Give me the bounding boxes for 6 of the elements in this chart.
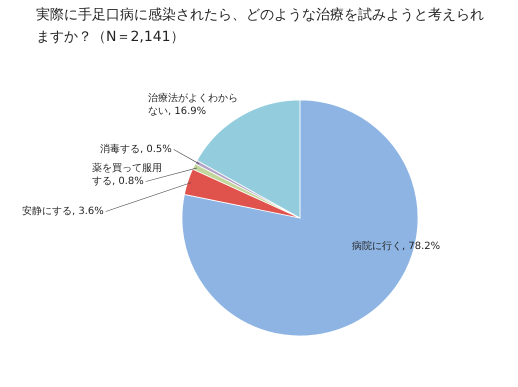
slice-label: 薬を買って服用する, 0.8% [92,163,162,187]
slice-label: 安静にする, 3.6% [22,206,104,217]
slice-label: 治療法がよくわからない, 16.9% [148,93,238,117]
slice-label: 病院に行く, 78.2% [352,241,440,252]
chart-title: 実際に手足口病に感染されたら、どのような治療を試みようと考えられますか？（N＝2,141） [36,6,485,47]
slice-label: 消毒する, 0.5% [100,144,172,155]
